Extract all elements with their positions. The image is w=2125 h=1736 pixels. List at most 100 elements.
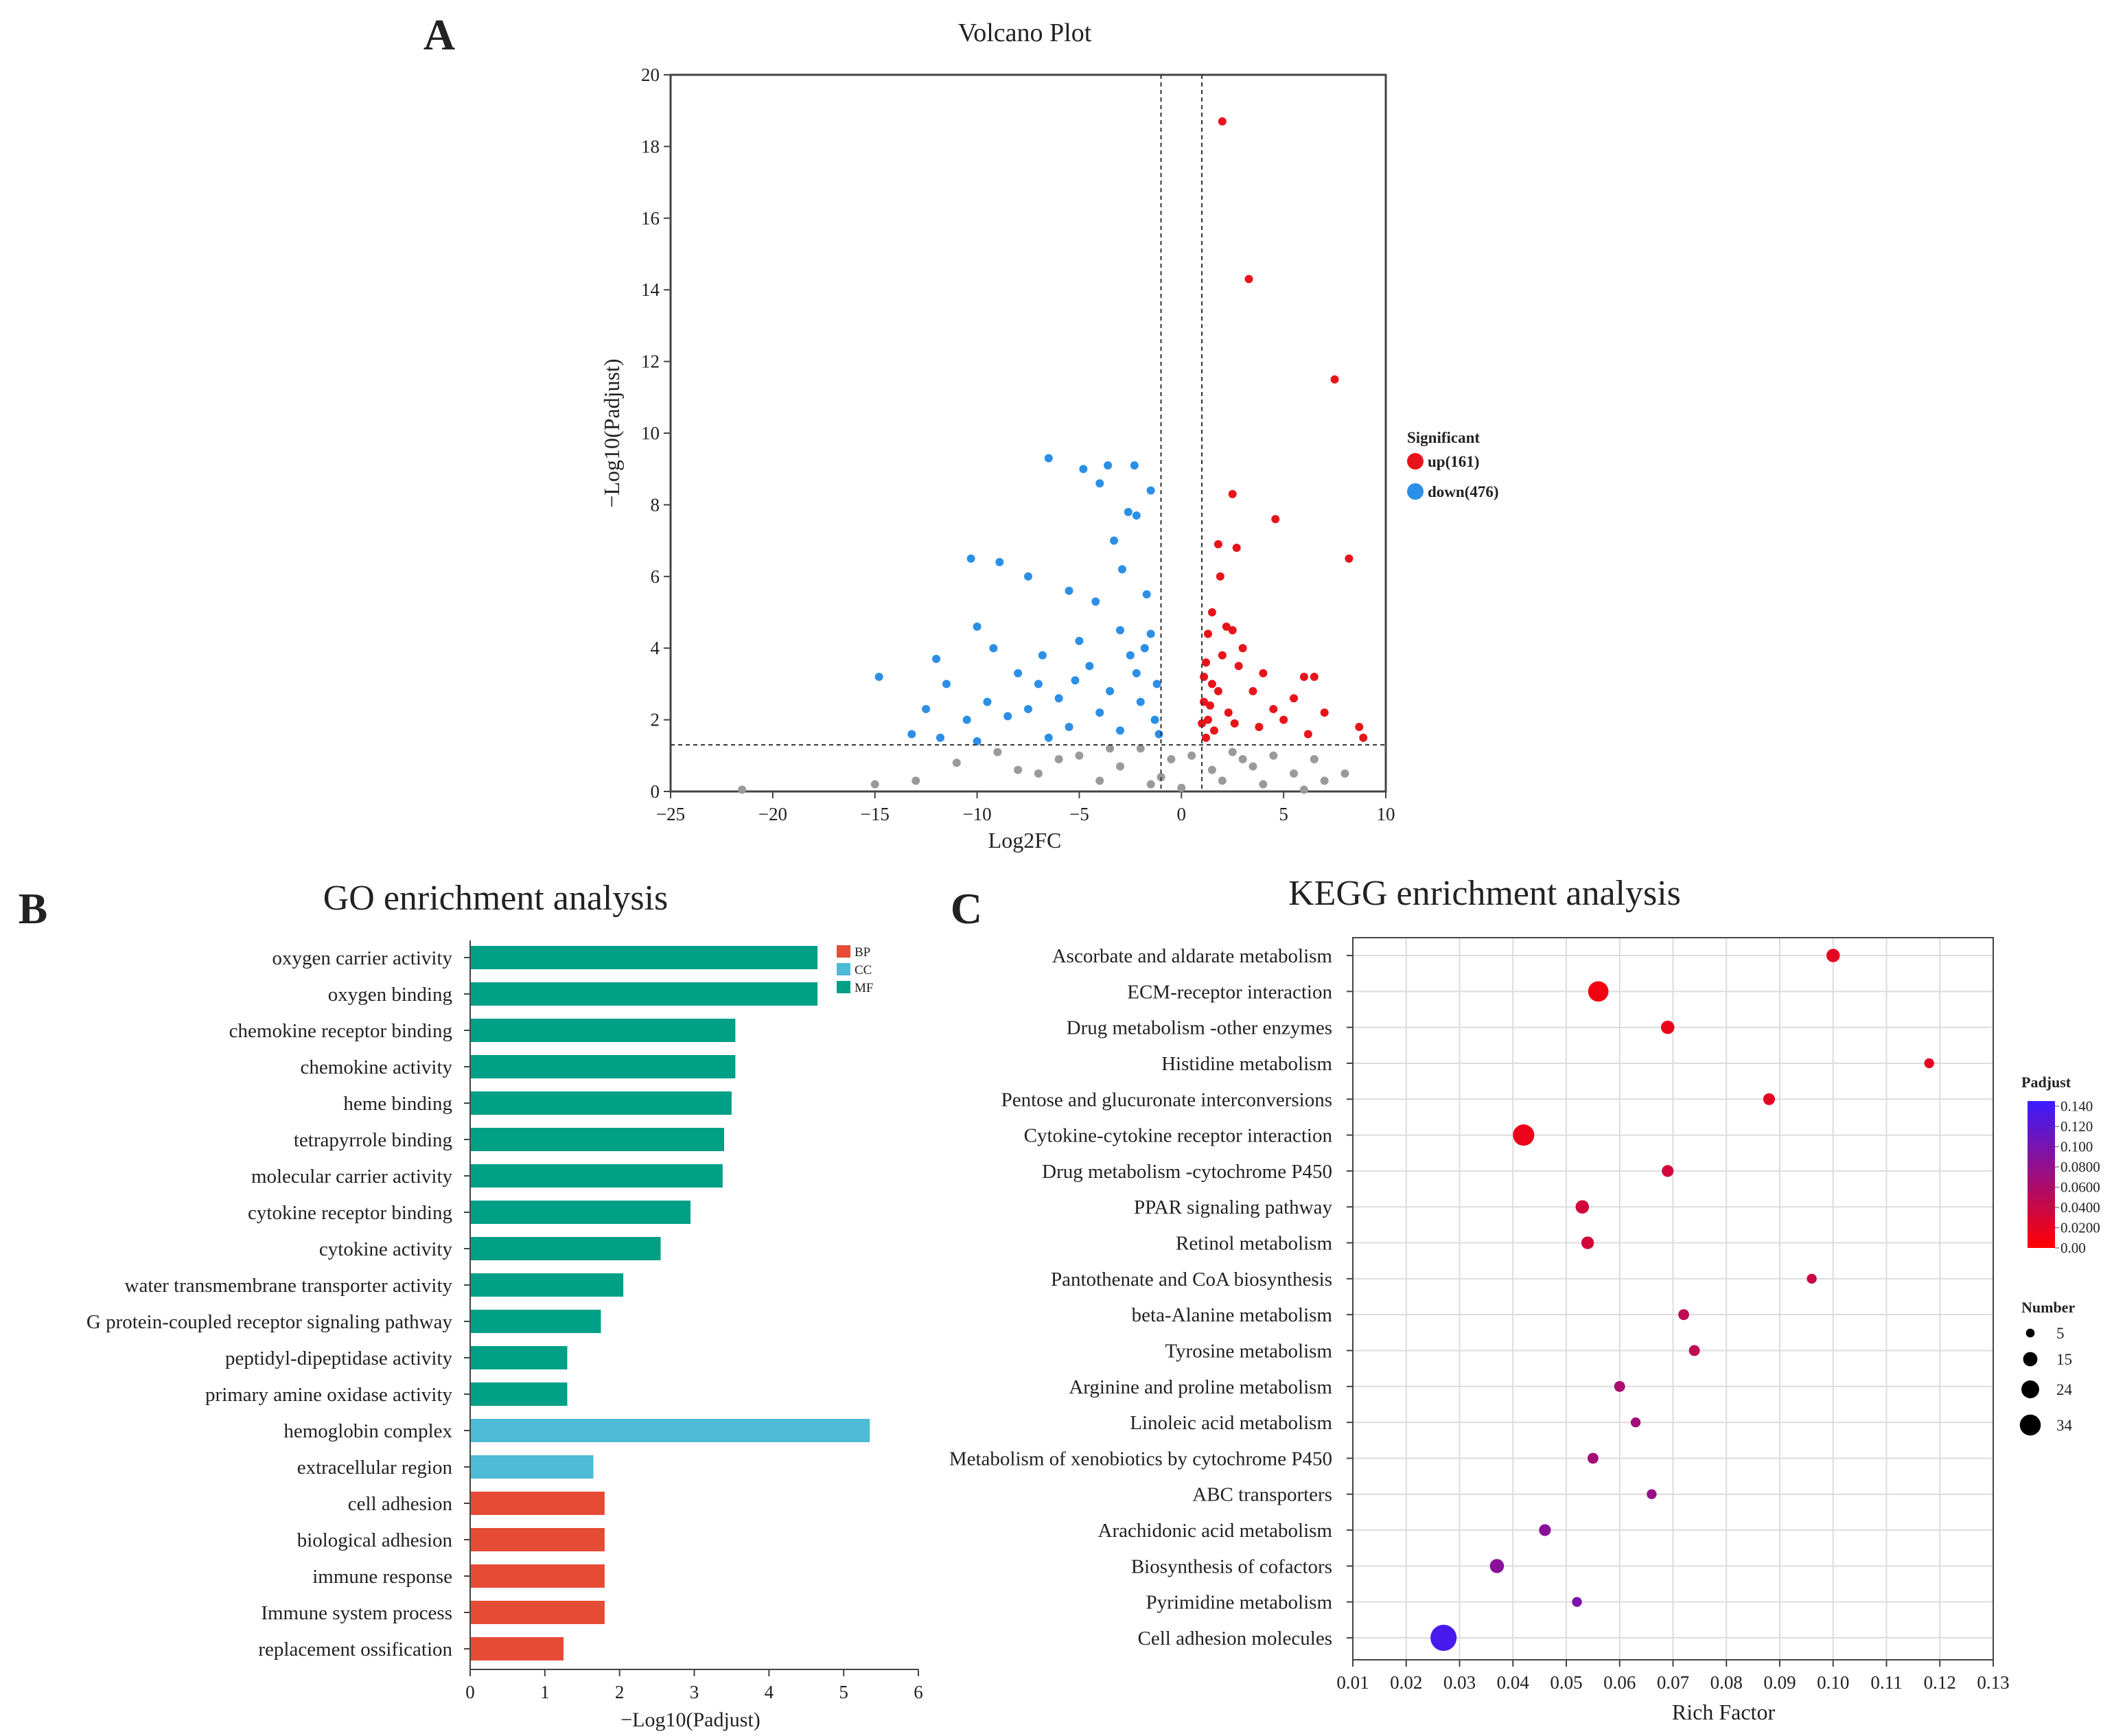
category-label: Immune system process <box>261 1602 452 1624</box>
down-point <box>1014 669 1023 678</box>
down-point <box>1154 730 1163 739</box>
colorbar-tick-label: 0.00 <box>2060 1240 2086 1256</box>
size-legend-marker <box>2025 1328 2035 1338</box>
category-label: molecular carrier activity <box>251 1166 453 1188</box>
ns-point <box>1146 780 1155 789</box>
category-label: Pentose and glucuronate interconversions <box>1001 1089 1332 1111</box>
category-label: Histidine metabolism <box>1161 1053 1332 1075</box>
category-label: Ascorbate and aldarate metabolism <box>1052 945 1333 967</box>
ns-point <box>1075 751 1084 760</box>
ns-point <box>993 748 1002 756</box>
colorbar-tick-label: 0.0600 <box>2060 1179 2100 1195</box>
bubble <box>1763 1093 1776 1105</box>
down-point <box>1065 723 1073 732</box>
x-tick-label: 0.01 <box>1336 1672 1369 1693</box>
x-tick-label: 0.11 <box>1870 1672 1902 1693</box>
legend-swatch <box>837 945 850 958</box>
bubble <box>1513 1124 1535 1146</box>
bubble <box>1587 1453 1599 1464</box>
down-point <box>1115 726 1124 735</box>
colorbar-tick-label: 0.100 <box>2060 1138 2093 1155</box>
ns-point <box>1218 776 1227 785</box>
chart-title: GO enrichment analysis <box>323 879 669 918</box>
down-point <box>1095 708 1104 717</box>
ns-point <box>1014 765 1023 774</box>
panel-label-c: C <box>951 884 982 933</box>
ns-point <box>1310 755 1319 764</box>
up-point <box>1209 726 1218 735</box>
ns-point <box>911 776 920 785</box>
bar <box>470 1310 601 1333</box>
x-tick-label: 4 <box>765 1682 774 1702</box>
down-point <box>1117 565 1126 574</box>
bar <box>470 1382 568 1406</box>
category-label: cytokine receptor binding <box>248 1202 452 1224</box>
up-point <box>1320 708 1329 717</box>
x-axis-label: Rich Factor <box>1672 1700 1776 1724</box>
ns-point <box>1177 783 1186 792</box>
down-point <box>989 644 998 653</box>
down-point <box>1124 507 1133 516</box>
y-tick-label: 12 <box>641 351 660 372</box>
colorbar-tick-label: 0.0400 <box>2060 1199 2100 1216</box>
up-point <box>1279 715 1288 724</box>
y-tick-label: 2 <box>651 710 660 730</box>
bar <box>470 946 818 969</box>
down-point <box>1150 715 1159 724</box>
category-label: water transmembrane transporter activity <box>125 1275 453 1297</box>
chart-title: Volcano Plot <box>958 19 1092 47</box>
y-tick-label: 14 <box>641 279 660 300</box>
size-legend-title: Number <box>2021 1299 2075 1316</box>
panel-label-a: A <box>423 10 455 59</box>
legend-swatch <box>837 963 850 975</box>
bar <box>470 1601 605 1624</box>
size-legend-label: 34 <box>2056 1417 2073 1434</box>
legend-title: Significant <box>1407 429 1480 446</box>
size-legend-label: 5 <box>2056 1325 2065 1342</box>
category-label: PPAR signaling pathway <box>1134 1196 1332 1218</box>
up-point <box>1203 629 1212 638</box>
y-tick-label: 4 <box>651 638 660 658</box>
up-point <box>1207 608 1216 616</box>
category-label: Pantothenate and CoA biosynthesis <box>1051 1269 1332 1291</box>
bubble <box>1430 1624 1457 1652</box>
bar <box>470 1455 594 1479</box>
up-point <box>1271 515 1280 524</box>
down-point <box>983 697 992 706</box>
panel-label-b: B <box>19 884 48 933</box>
up-point <box>1207 680 1216 688</box>
x-tick-label: −5 <box>1069 804 1089 824</box>
up-point <box>1232 544 1241 553</box>
legend-marker <box>1407 483 1424 500</box>
x-tick-label: 0.06 <box>1603 1672 1636 1693</box>
bubble <box>1678 1309 1689 1321</box>
up-point <box>1238 644 1247 653</box>
category-label: Tyrosine metabolism <box>1165 1340 1332 1362</box>
chart-title: KEGG enrichment analysis <box>1288 874 1681 913</box>
up-point <box>1218 117 1227 126</box>
volcano-plot: Volcano Plot −25 −20 −15 −10 −5 0 5 10 0 2 4 6 8 10 12 1… <box>599 19 1499 853</box>
category-label: Cell adhesion molecules <box>1138 1628 1333 1650</box>
down-point <box>1075 636 1084 645</box>
category-label: Biosynthesis of cofactors <box>1131 1555 1332 1577</box>
up-point <box>1269 704 1278 713</box>
down-point <box>1079 465 1088 474</box>
x-tick-label: 10 <box>1377 804 1395 824</box>
bubble <box>1662 1165 1674 1177</box>
down-point <box>1038 651 1047 660</box>
bar <box>470 1055 736 1078</box>
x-tick-label: 5 <box>1279 804 1288 824</box>
bubble <box>1660 1020 1675 1034</box>
up-point <box>1330 375 1339 384</box>
down-point <box>1126 651 1135 660</box>
up-point <box>1205 701 1214 710</box>
x-axis-label: Log2FC <box>988 828 1062 853</box>
category-label: Arginine and proline metabolism <box>1069 1376 1332 1398</box>
bar <box>470 1237 661 1260</box>
legend-label: CC <box>855 963 872 977</box>
bar <box>470 1019 736 1042</box>
x-tick-label: 0.09 <box>1763 1672 1796 1693</box>
x-tick-label: 3 <box>690 1682 699 1702</box>
category-label: biological adhesion <box>297 1529 453 1551</box>
legend-label: down(476) <box>1428 483 1499 500</box>
